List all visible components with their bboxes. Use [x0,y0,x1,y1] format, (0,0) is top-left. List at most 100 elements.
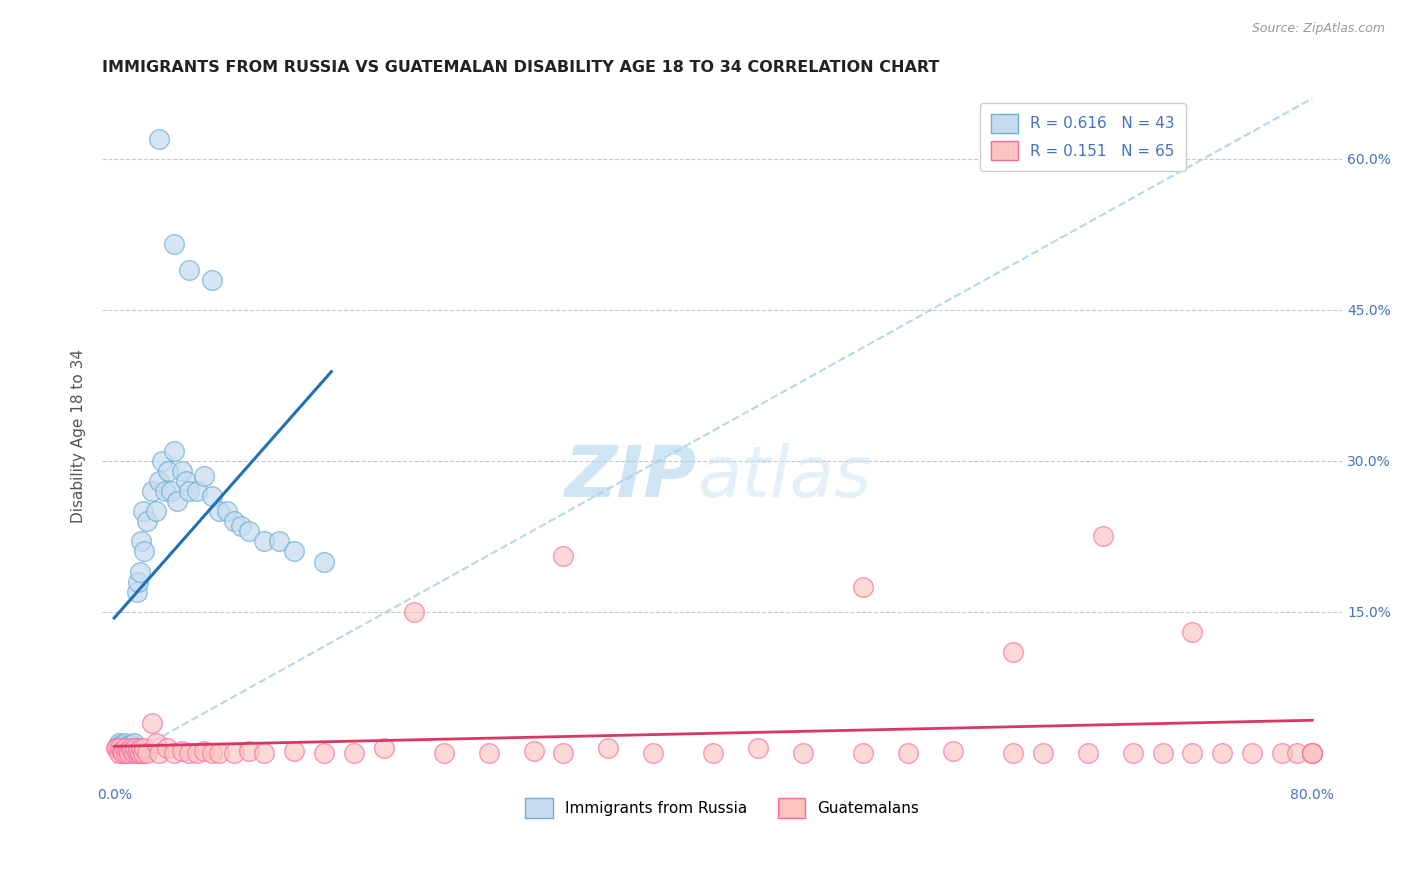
Point [200,489,222,503]
Point [200,746,222,760]
Point [136,746,159,760]
Point [131,746,153,760]
Point [134,544,156,558]
Point [127,574,149,589]
Point [125,746,148,760]
Point [747,740,769,755]
Point [177,262,200,277]
Point [238,744,260,758]
Point [852,580,875,594]
Point [127,744,149,758]
Point [118,746,141,760]
Point [148,131,170,145]
Point [1301,746,1323,760]
Point [156,740,179,755]
Point [942,744,965,758]
Text: ZIP: ZIP [565,442,697,512]
Point [170,464,193,478]
Point [238,524,260,539]
Point [1181,746,1204,760]
Point [1152,746,1174,760]
Point [118,740,141,755]
Point [112,746,135,760]
Point [107,736,129,750]
Point [373,740,395,755]
Point [174,474,197,488]
Point [121,744,143,758]
Point [231,519,253,533]
Point [141,715,163,730]
Point [1181,625,1204,640]
Text: Source: ZipAtlas.com: Source: ZipAtlas.com [1251,22,1385,36]
Point [163,237,186,252]
Point [145,504,167,518]
Point [253,534,276,549]
Y-axis label: Disability Age 18 to 34: Disability Age 18 to 34 [72,349,86,523]
Point [897,746,920,760]
Point [312,555,335,569]
Point [312,746,335,760]
Point [129,740,152,755]
Point [117,744,139,758]
Text: IMMIGRANTS FROM RUSSIA VS GUATEMALAN DISABILITY AGE 18 TO 34 CORRELATION CHART: IMMIGRANTS FROM RUSSIA VS GUATEMALAN DIS… [103,60,939,75]
Point [122,736,145,750]
Point [792,746,814,760]
Point [1301,746,1323,760]
Point [114,740,136,755]
Point [114,736,136,750]
Point [283,744,305,758]
Point [124,740,146,755]
Point [129,534,152,549]
Point [1001,746,1024,760]
Point [208,504,231,518]
Point [111,744,134,758]
Point [163,443,186,458]
Point [177,483,200,498]
Point [128,746,150,760]
Point [343,746,366,760]
Point [131,504,153,518]
Point [163,746,186,760]
Point [141,483,163,498]
Point [193,744,215,758]
Point [1241,746,1264,760]
Point [1211,746,1233,760]
Point [134,740,156,755]
Point [702,746,724,760]
Point [283,544,305,558]
Point [222,746,245,760]
Point [145,736,167,750]
Point [208,746,231,760]
Point [128,565,150,579]
Point [125,584,148,599]
Point [852,746,875,760]
Point [108,738,131,752]
Point [121,738,143,752]
Point [108,740,131,755]
Point [1091,529,1114,543]
Point [553,549,575,564]
Point [124,740,146,755]
Point [433,746,456,760]
Point [1077,746,1099,760]
Point [170,744,193,758]
Point [177,746,200,760]
Legend: Immigrants from Russia, Guatemalans: Immigrants from Russia, Guatemalans [519,792,925,824]
Point [253,746,276,760]
Point [107,746,129,760]
Point [105,740,128,755]
Point [222,514,245,528]
Point [111,740,134,755]
Point [1271,746,1294,760]
Point [478,746,501,760]
Point [148,474,170,488]
Point [153,483,176,498]
Point [166,494,188,508]
Point [643,746,665,760]
Point [522,744,544,758]
Point [1301,746,1323,760]
Point [122,746,145,760]
Point [1122,746,1144,760]
Point [267,534,290,549]
Point [200,272,222,286]
